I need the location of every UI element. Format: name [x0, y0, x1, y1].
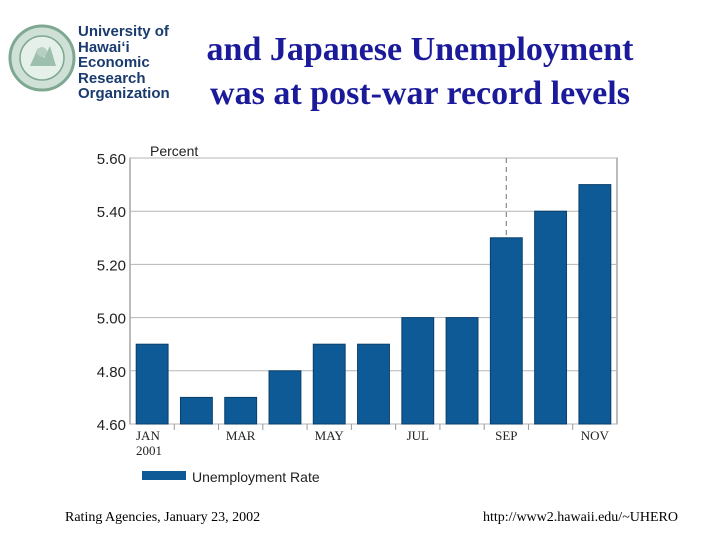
logo-text: University of Hawaiʻi Economic Research …: [78, 24, 170, 102]
bar-mar: [224, 396, 258, 425]
x-tick-label: JUL: [407, 428, 429, 443]
logo-line-1: University of: [78, 23, 169, 40]
bar-jun: [357, 343, 390, 425]
logo-line-3: Economic: [78, 54, 150, 71]
uhero-logo: University of Hawaiʻi Economic Research …: [8, 8, 183, 108]
x-tick-label: MAR: [226, 428, 256, 443]
logo-line-5: Organization: [78, 85, 170, 102]
bar-jan-2001: [135, 343, 169, 425]
y-tick-label: 4.60: [97, 417, 126, 434]
y-axis-label: Percent: [150, 143, 198, 159]
x-tick-label: SEP: [495, 428, 517, 443]
bar-sep: [489, 237, 523, 425]
x-tick-label: MAY: [315, 428, 345, 443]
y-tick-label: 5.00: [97, 311, 126, 328]
legend-label: Unemployment Rate: [192, 469, 320, 485]
bar-apr: [268, 370, 302, 425]
logo-line-4: Research: [78, 69, 146, 87]
x-tick-sublabel: 2001: [136, 443, 162, 458]
university-seal-icon: [8, 24, 76, 92]
y-tick-label: 5.60: [97, 151, 126, 168]
footer-source: Rating Agencies, January 23, 2002: [65, 510, 261, 525]
y-tick-label: 5.40: [97, 204, 126, 221]
bar-may: [312, 343, 346, 425]
bar-aug: [445, 317, 479, 425]
legend-swatch: [142, 471, 186, 480]
title-line-2: was at post-war record levels: [210, 75, 630, 112]
logo-line-2: Hawaiʻi: [78, 38, 130, 56]
bar-oct: [534, 210, 568, 425]
x-tick-label: JAN: [136, 428, 160, 443]
y-tick-label: 5.20: [97, 257, 126, 274]
bar-jul: [401, 317, 435, 425]
x-tick-label: NOV: [581, 428, 610, 443]
bar-feb: [179, 396, 213, 425]
title-line-1: and Japanese Unemployment: [206, 31, 634, 68]
y-tick-label: 4.80: [97, 364, 126, 381]
bar-nov: [578, 184, 612, 425]
footer-url[interactable]: http://www2.hawaii.edu/~UHERO: [483, 510, 678, 525]
slide-title: and Japanese Unemployment was at post-wa…: [180, 28, 660, 116]
